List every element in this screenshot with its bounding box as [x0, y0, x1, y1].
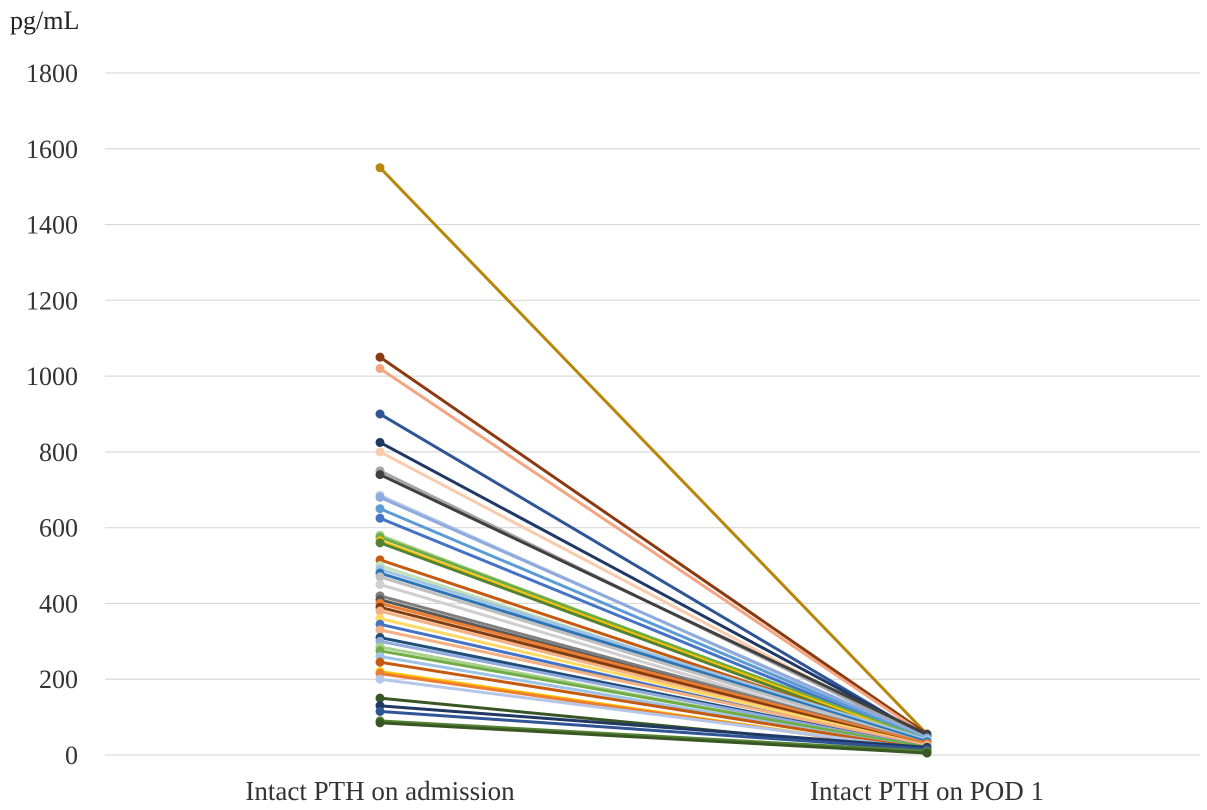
series-segment [379, 441, 928, 738]
y-tick-label: 200 [39, 665, 78, 694]
data-point-pod1 [922, 748, 932, 758]
data-point-admission [375, 538, 385, 548]
series-segment [379, 575, 928, 746]
series-segment [379, 721, 928, 755]
series-segment [379, 617, 928, 747]
data-point-admission [375, 447, 385, 457]
series-segment [379, 567, 928, 742]
y-tick-label: 1800 [26, 59, 78, 88]
series-segment [379, 571, 928, 744]
data-point-admission [375, 492, 385, 502]
data-point-admission [375, 470, 385, 480]
y-axis-tick-labels: 0 200 400 600 800 1000 1200 1400 1600 1800 [26, 59, 78, 770]
y-tick-label: 1400 [26, 211, 78, 240]
x-tick-label: Intact PTH on admission [245, 776, 515, 806]
series-segment [379, 495, 928, 740]
data-point-admission [375, 625, 385, 635]
series-line-44 [375, 718, 932, 758]
series-segment [379, 367, 928, 738]
series-segment [379, 473, 928, 736]
y-tick-label: 600 [39, 514, 78, 543]
data-point-admission [375, 352, 385, 362]
data-point-admission [375, 409, 385, 419]
data-point-admission [375, 706, 385, 716]
series-segment [379, 677, 928, 751]
y-tick-label: 1600 [26, 135, 78, 164]
series-segment [379, 355, 928, 736]
x-axis-tick-labels: Intact PTH on admission Intact PTH on POD… [245, 776, 1044, 806]
y-tick-label: 1200 [26, 286, 78, 315]
data-point-admission [375, 364, 385, 374]
y-tick-label: 400 [39, 589, 78, 618]
series-lines [375, 163, 932, 758]
data-point-admission [375, 657, 385, 667]
y-tick-label: 800 [39, 438, 78, 467]
series-segment [379, 601, 928, 746]
series-segment [379, 704, 928, 749]
y-tick-label: 0 [65, 741, 78, 770]
series-segment [379, 628, 928, 747]
y-axis-unit-label: pg/mL [10, 6, 80, 35]
series-segment [379, 709, 928, 751]
data-point-admission [375, 504, 385, 514]
series-segment [379, 660, 928, 751]
series-segment [379, 649, 928, 749]
series-segment [379, 507, 928, 742]
series-segment [378, 166, 929, 736]
series-segment [379, 639, 928, 749]
data-point-admission [375, 718, 385, 728]
data-point-admission [375, 572, 385, 582]
x-tick-label: Intact PTH on POD 1 [810, 776, 1044, 806]
series-segment [379, 539, 928, 744]
data-point-admission [375, 437, 385, 447]
data-point-admission [375, 606, 385, 616]
series-segment [379, 719, 928, 753]
data-point-admission [375, 163, 385, 173]
data-point-admission [375, 580, 385, 589]
series-segment [379, 535, 928, 742]
data-point-admission [375, 674, 385, 684]
data-point-admission [375, 513, 385, 523]
data-point-admission [375, 693, 385, 703]
series-segment [379, 605, 928, 747]
y-tick-label: 1000 [26, 362, 78, 391]
series-segment [379, 412, 928, 740]
